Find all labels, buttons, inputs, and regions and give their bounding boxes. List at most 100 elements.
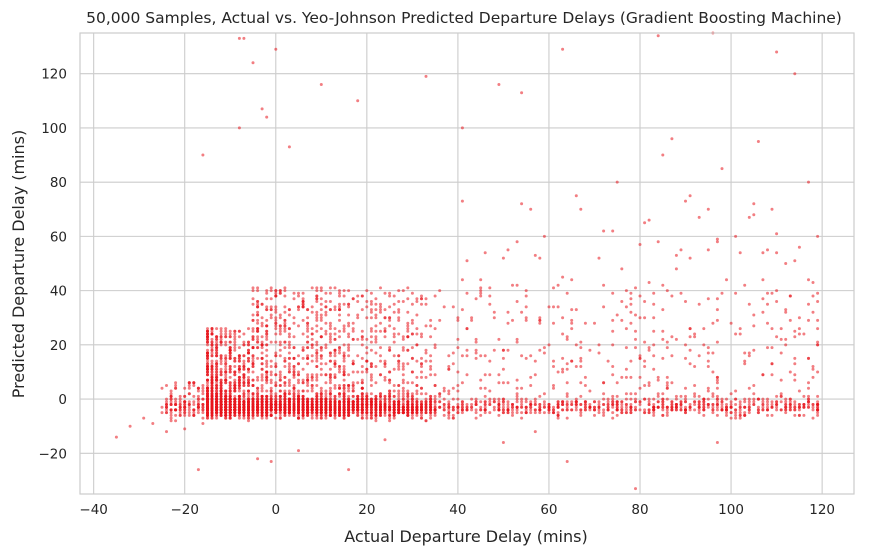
data-point [570, 327, 574, 331]
data-point [224, 389, 228, 393]
data-point [310, 327, 314, 331]
data-point [201, 405, 205, 409]
data-point [451, 397, 455, 401]
data-point [324, 321, 328, 325]
data-point [265, 289, 269, 293]
data-point [342, 302, 346, 306]
data-point [278, 378, 282, 382]
data-point [424, 403, 428, 406]
data-point [420, 294, 423, 298]
data-point [215, 392, 219, 396]
data-point [797, 332, 801, 336]
data-point [816, 394, 820, 398]
data-point [233, 413, 237, 417]
data-point [697, 354, 701, 358]
data-point [287, 370, 291, 374]
data-point [734, 416, 738, 420]
data-point [287, 332, 291, 336]
data-point [574, 405, 578, 409]
data-point [260, 405, 264, 409]
data-point [215, 389, 219, 393]
data-point [269, 381, 273, 385]
data-point [456, 405, 460, 409]
data-point [251, 335, 255, 339]
data-point [360, 329, 364, 333]
data-point [251, 297, 255, 301]
data-point [479, 408, 483, 412]
data-point [328, 381, 332, 385]
data-point [187, 384, 191, 387]
data-point [260, 397, 264, 401]
data-point [338, 291, 341, 295]
data-point [379, 346, 382, 350]
data-point [392, 411, 396, 415]
data-point [593, 400, 596, 404]
data-point [583, 375, 587, 379]
data-point [319, 327, 323, 331]
data-point [351, 370, 355, 374]
data-point [793, 413, 797, 417]
data-point [556, 413, 560, 417]
data-point [315, 359, 319, 363]
data-point [492, 397, 496, 401]
data-point [333, 308, 337, 312]
data-point [328, 392, 332, 396]
data-point [383, 375, 387, 379]
data-point [365, 289, 369, 293]
data-point [260, 335, 264, 339]
data-point [679, 403, 683, 406]
data-point [520, 400, 524, 404]
data-point [256, 394, 260, 398]
data-point [269, 394, 273, 398]
data-point [638, 354, 642, 358]
data-point [219, 400, 223, 404]
data-point [315, 375, 319, 379]
data-point [274, 394, 278, 398]
data-point [579, 381, 583, 385]
data-point [283, 405, 287, 409]
data-point [647, 281, 651, 284]
data-point [265, 397, 269, 401]
data-point [570, 278, 574, 282]
data-point [738, 411, 742, 415]
data-point [415, 389, 419, 393]
data-point [310, 354, 314, 358]
data-point [634, 337, 637, 341]
data-point [237, 365, 241, 368]
data-point [183, 403, 187, 406]
data-point [784, 343, 788, 347]
data-point [319, 302, 323, 306]
data-point [533, 373, 537, 377]
data-point [706, 389, 710, 393]
data-point [561, 332, 565, 336]
data-point [274, 340, 278, 344]
data-point [274, 403, 278, 406]
data-point [301, 305, 305, 309]
data-point [433, 384, 437, 387]
data-point [547, 408, 551, 412]
data-point [433, 411, 437, 415]
data-point [256, 310, 260, 314]
data-point [210, 373, 214, 377]
data-point [479, 291, 483, 295]
data-point [674, 394, 678, 398]
data-point [174, 384, 178, 387]
data-point [265, 324, 269, 328]
data-point [306, 405, 310, 409]
data-point [178, 411, 182, 415]
data-point [201, 416, 205, 420]
data-point [338, 411, 341, 415]
data-point [565, 335, 569, 339]
data-point [338, 318, 341, 322]
data-point [674, 403, 678, 406]
data-point [397, 332, 401, 336]
data-point [283, 389, 287, 393]
data-point [474, 408, 478, 412]
data-point [237, 378, 241, 382]
data-point [429, 354, 433, 358]
data-point [228, 332, 232, 336]
data-point [807, 394, 810, 398]
data-point [665, 346, 669, 350]
data-point [342, 392, 346, 396]
data-point [665, 411, 669, 415]
